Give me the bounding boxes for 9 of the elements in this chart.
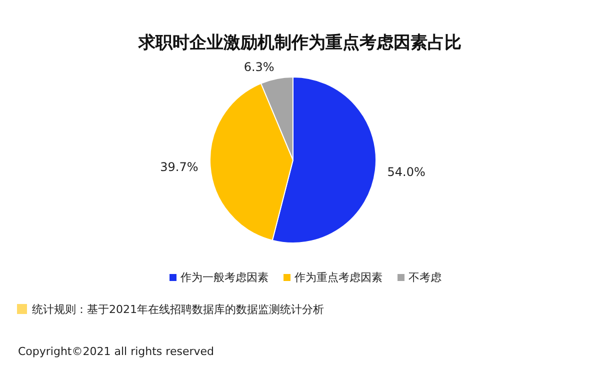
data-label: 54.0% <box>387 164 426 179</box>
text: Copyright©2021 all rights reserved <box>18 345 214 358</box>
text: 统计规则：基于2021年在线招聘数据库的数据监测统计分析 <box>32 303 324 316</box>
data-label: 6.3% <box>244 60 274 74</box>
chart-title: 求职时企业激励机制作为重点考虑因素占比 <box>138 33 462 53</box>
legend-label: 作为重点考虑因素 <box>294 271 382 284</box>
legend-label: 不考虑 <box>408 271 442 284</box>
data-label: 39.7% <box>160 160 198 174</box>
legend-label: 作为一般考虑因素 <box>180 271 268 284</box>
